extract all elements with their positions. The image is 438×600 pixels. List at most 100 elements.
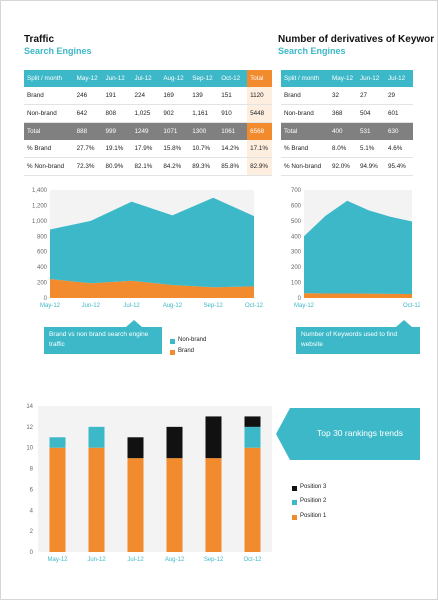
keywords-title: Number of derivatives of Keywor bbox=[278, 34, 435, 45]
bar-position-1 bbox=[127, 458, 144, 552]
traffic-area-chart: 0 200 400 600 800 1,000 1,200 1,400 May-12 Jun-12… bbox=[32, 188, 264, 309]
callout-traffic-text: Brand vs non brand search engine traffic bbox=[49, 331, 149, 348]
traffic-table-row: % Non-brand 72.3% 80.9% 82.1% 84.2% 89.3% 85.8… bbox=[24, 157, 272, 176]
legend-swatch-position2 bbox=[292, 500, 297, 505]
x-tick-label: May-12 bbox=[47, 557, 68, 563]
keywords-table-header-cell: Jul-12 bbox=[385, 70, 413, 87]
y-tick-label: 1,400 bbox=[32, 188, 48, 194]
keywords-table-cell: 601 bbox=[385, 104, 413, 123]
traffic-table-cell: 999 bbox=[102, 122, 132, 140]
bar-position-3 bbox=[127, 437, 144, 459]
keywords-table-row: Brand 32 27 29 bbox=[281, 87, 413, 105]
keywords-table-header-cell: Jun-12 bbox=[357, 70, 385, 87]
traffic-table-header-cell: Jun-12 bbox=[102, 70, 132, 87]
x-tick-label: Jul-12 bbox=[127, 557, 144, 563]
bar-position-2 bbox=[49, 437, 66, 448]
keywords-table-cell: % Non-brand bbox=[281, 157, 329, 176]
traffic-subtitle: Search Engines bbox=[24, 46, 92, 56]
keywords-table-row: Non-brand 368 504 601 bbox=[281, 104, 413, 123]
keywords-table-cell: Non-brand bbox=[281, 104, 329, 123]
keywords-table-cell: 504 bbox=[357, 104, 385, 123]
legend-swatch-position3 bbox=[292, 486, 297, 491]
keywords-table-header-row: Split / month May-12 Jun-12 Jul-12 bbox=[281, 70, 413, 87]
area-series-1 bbox=[304, 200, 412, 294]
keywords-table-cell: 630 bbox=[385, 122, 413, 140]
legend-label-brand: Brand bbox=[178, 348, 195, 354]
y-tick-label: 500 bbox=[291, 219, 302, 225]
traffic-table-cell: 902 bbox=[160, 104, 190, 123]
traffic-table-header-cell: Aug-12 bbox=[160, 70, 190, 87]
x-tick-label: Sep-12 bbox=[204, 557, 224, 563]
keywords-table-row: % Non-brand 92.0% 94.9% 95.4% bbox=[281, 157, 413, 176]
traffic-table-cell: 1,161 bbox=[189, 104, 219, 123]
traffic-table-row: % Brand 27.7% 19.1% 17.9% 15.8% 10.7% 14.2% 17.… bbox=[24, 140, 272, 158]
bar-position-2 bbox=[244, 426, 261, 448]
traffic-table-cell: 888 bbox=[73, 122, 103, 140]
keywords-table-cell: 92.0% bbox=[329, 157, 357, 176]
rankings-bar-chart: 0 2 4 6 8 10 12 14 May-12 Jun-12 Jul-12 Aug-12 Sep-1… bbox=[26, 404, 272, 563]
bar-position-1 bbox=[205, 458, 222, 552]
y-tick-label: 600 bbox=[291, 203, 302, 209]
traffic-table-cell: 191 bbox=[102, 87, 132, 105]
traffic-table-cell: 642 bbox=[73, 104, 103, 123]
traffic-table-cell: 17.1% bbox=[247, 140, 272, 158]
traffic-table-cell: % Brand bbox=[24, 140, 74, 158]
traffic-table-cell: 169 bbox=[160, 87, 190, 105]
traffic-table-cell: 1300 bbox=[189, 122, 219, 140]
x-tick-label: Oct-12 bbox=[245, 303, 264, 309]
y-tick-label: 400 bbox=[37, 265, 48, 271]
x-tick-label: Jun-12 bbox=[82, 303, 101, 309]
traffic-table-cell: 82.9% bbox=[247, 157, 272, 176]
y-tick-label: 12 bbox=[26, 425, 33, 431]
traffic-table-cell: 85.8% bbox=[218, 157, 248, 176]
traffic-table-cell: Brand bbox=[24, 87, 74, 105]
bar-position-2 bbox=[88, 426, 105, 448]
bar-position-1 bbox=[244, 447, 261, 552]
traffic-table-cell: 10.7% bbox=[189, 140, 219, 158]
traffic-table: Split / month May-12 Jun-12 Jul-12 Aug-12 Sep… bbox=[24, 70, 272, 176]
y-tick-label: 0 bbox=[298, 296, 302, 302]
traffic-table-cell: 910 bbox=[218, 104, 248, 123]
traffic-table-row: Brand 246 191 224 169 139 151 1120 bbox=[24, 87, 272, 105]
keywords-table-header-cell: Split / month bbox=[281, 70, 329, 87]
traffic-table-header-cell: Total bbox=[247, 70, 272, 87]
y-tick-label: 0 bbox=[44, 296, 48, 302]
x-tick-label: Sep-12 bbox=[204, 303, 224, 309]
traffic-table-header-cell: Oct-12 bbox=[218, 70, 248, 87]
traffic-table-cell: 808 bbox=[102, 104, 132, 123]
keywords-table-cell: % Brand bbox=[281, 140, 329, 158]
y-tick-label: 8 bbox=[30, 467, 34, 473]
traffic-table-cell: Non-brand bbox=[24, 104, 74, 123]
bar-position-1 bbox=[49, 447, 66, 552]
y-tick-label: 14 bbox=[26, 404, 33, 410]
callout-rankings-shape bbox=[276, 408, 420, 460]
y-tick-label: 300 bbox=[291, 250, 302, 256]
bar-position-3 bbox=[244, 416, 261, 427]
traffic-table-cell: 1,025 bbox=[131, 104, 161, 123]
keywords-table-cell: 95.4% bbox=[385, 157, 413, 176]
traffic-table-cell: 1061 bbox=[218, 122, 248, 140]
legend-label-position3: Position 3 bbox=[300, 484, 327, 490]
keywords-table-cell: 32 bbox=[329, 87, 357, 105]
traffic-table-cell: 17.9% bbox=[131, 140, 161, 158]
traffic-table-header-cell: Jul-12 bbox=[131, 70, 161, 87]
traffic-table-cell: 72.3% bbox=[73, 157, 103, 176]
traffic-table-cell: 27.7% bbox=[73, 140, 103, 158]
legend-swatch-brand bbox=[170, 350, 175, 355]
y-tick-label: 800 bbox=[37, 234, 48, 240]
keywords-subtitle: Search Engines bbox=[278, 46, 346, 56]
y-tick-label: 200 bbox=[37, 281, 48, 287]
keywords-table-cell: 4.6% bbox=[385, 140, 413, 158]
y-tick-label: 0 bbox=[30, 550, 34, 556]
y-tick-label: 4 bbox=[30, 508, 34, 514]
callout-traffic: Brand vs non brand search engine traffic bbox=[44, 327, 162, 354]
x-tick-label: May-12 bbox=[294, 303, 315, 309]
keywords-table-cell: Total bbox=[281, 122, 329, 140]
x-tick-label: Aug-12 bbox=[165, 557, 185, 563]
legend-swatch-nonbrand bbox=[170, 339, 175, 344]
keywords-table-cell: 368 bbox=[329, 104, 357, 123]
y-tick-label: 10 bbox=[26, 446, 33, 452]
keywords-table-row: Total 400 531 630 bbox=[281, 122, 413, 140]
x-tick-label: Jul-12 bbox=[123, 303, 140, 309]
